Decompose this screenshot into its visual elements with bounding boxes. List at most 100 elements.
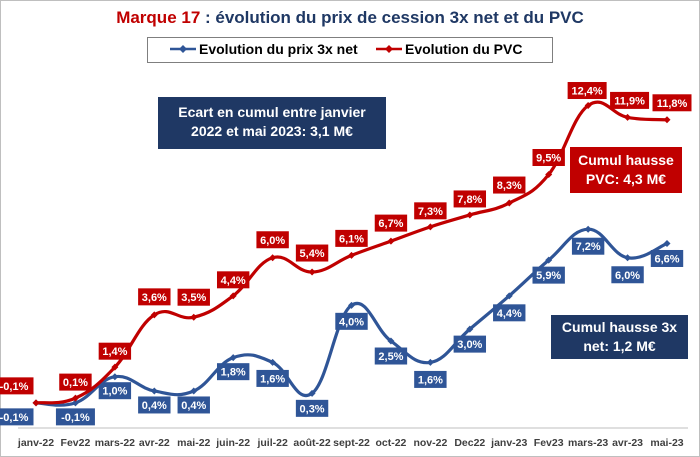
annotation-pvc-line1: Cumul hausse [578, 152, 674, 168]
data-label-box [414, 370, 447, 388]
data-label-box [335, 312, 368, 330]
legend-item-prix-net: Evolution du prix 3x net [170, 41, 358, 57]
x-tick-label: mai-22 [177, 437, 210, 449]
data-label-box [610, 91, 650, 109]
data-label-text: 1,8% [221, 367, 246, 379]
data-label-box [0, 377, 34, 395]
data-label-prix-net: -0,1% [0, 408, 34, 426]
data-point-prix-net [426, 358, 434, 366]
data-label-text: 6,0% [615, 270, 640, 282]
data-point-pvc [269, 254, 277, 262]
data-point-pvc [624, 113, 632, 121]
data-label-text: 1,4% [102, 346, 127, 358]
data-label-box [650, 249, 684, 267]
data-label-text: 4,4% [221, 275, 246, 287]
annotation-pvc: Cumul hausse PVC: 4,3 M€ [570, 147, 682, 193]
data-label-text: 6,6% [654, 253, 679, 265]
data-label-pvc: 3,5% [177, 288, 210, 306]
data-point-pvc [466, 211, 474, 219]
x-tick-label: juin-22 [215, 437, 250, 449]
data-label-box [453, 190, 487, 208]
data-label-prix-net: 1,0% [98, 382, 132, 400]
data-label-text: 3,6% [142, 292, 167, 304]
data-label-prix-net: 2,5% [374, 347, 408, 365]
data-label-prix-net: 6,0% [611, 266, 644, 284]
data-label-box [453, 335, 487, 353]
data-label-pvc: 6,7% [374, 214, 408, 232]
x-tick-label: janv-23 [490, 437, 527, 449]
data-label-prix-net: -0,1% [55, 408, 95, 426]
data-point-prix-net [150, 387, 158, 395]
data-label-text: -0,1% [0, 381, 29, 393]
x-tick-label: août-22 [293, 437, 331, 449]
title-brand: Marque 17 [116, 8, 201, 27]
data-label-text: 1,6% [260, 373, 285, 385]
annotation-net-line1: Cumul hausse 3x [561, 319, 678, 335]
legend-label-pvc: Evolution du PVC [405, 41, 523, 57]
data-label-text: 3,5% [181, 292, 206, 304]
data-label-pvc: 11,9% [610, 91, 650, 109]
data-label-prix-net: 1,6% [256, 369, 289, 387]
data-label-text: -0,1% [61, 412, 90, 424]
data-point-pvc [71, 394, 79, 402]
data-label-text: 0,4% [181, 400, 206, 412]
data-label-box [138, 396, 171, 414]
x-tick-label: janv-22 [17, 437, 54, 449]
data-point-prix-net [505, 292, 513, 300]
data-point-pvc [426, 223, 434, 231]
data-point-prix-net [348, 301, 355, 309]
x-tick-label: sept-22 [333, 437, 370, 449]
data-label-box [216, 271, 250, 289]
data-label-pvc: 6,1% [335, 229, 368, 247]
data-point-prix-net [663, 239, 671, 247]
data-label-box [374, 347, 408, 365]
annotation-net-line2: net: 1,2 M€ [583, 338, 656, 354]
data-point-prix-net [387, 337, 395, 345]
data-label-text: -0,1% [0, 412, 29, 424]
legend-item-pvc: Evolution du PVC [376, 41, 522, 57]
data-label-box [532, 266, 565, 284]
data-label-pvc: 5,4% [295, 244, 329, 262]
data-point-pvc [111, 363, 119, 371]
data-label-box [98, 382, 132, 400]
data-point-pvc [32, 399, 40, 407]
annotation-pvc-line2: PVC: 4,3 M€ [585, 171, 667, 187]
data-label-text: 7,2% [576, 241, 601, 253]
legend-swatch-red-icon [376, 45, 402, 53]
data-label-text: 7,3% [418, 206, 443, 218]
annotation-net: Cumul hausse 3x net: 1,2 M€ [551, 315, 688, 359]
x-tick-label: mars-22 [95, 437, 135, 449]
data-label-box [493, 304, 526, 322]
data-label-box [256, 369, 289, 387]
data-label-text: 11,9% [614, 95, 645, 107]
data-label-text: 4,0% [339, 316, 364, 328]
data-label-text: 7,8% [457, 194, 482, 206]
data-label-text: 6,1% [339, 233, 364, 245]
data-label-box [138, 288, 171, 306]
x-tick-label: oct-22 [375, 437, 406, 449]
data-label-pvc: 6,0% [256, 231, 289, 249]
data-point-prix-net [308, 389, 316, 397]
data-point-pvc [229, 292, 237, 300]
data-label-pvc: 9,5% [532, 149, 565, 166]
data-label-box [98, 342, 132, 360]
data-point-prix-net [466, 325, 474, 333]
data-label-box [414, 202, 447, 220]
data-label-prix-net: 3,0% [453, 335, 487, 353]
data-label-text: 8,3% [497, 180, 522, 192]
data-label-text: 6,7% [378, 218, 403, 230]
data-point-prix-net [269, 358, 277, 366]
data-point-pvc [190, 313, 198, 321]
series-line-prix-net [35, 227, 668, 407]
data-label-prix-net: 1,8% [216, 363, 250, 381]
annotation-ecart-line1: Ecart en cumul entre janvier [178, 104, 366, 120]
data-label-pvc: 0,1% [59, 373, 92, 391]
data-label-pvc: 7,3% [414, 202, 447, 220]
data-label-text: 12,4% [572, 86, 603, 98]
chart-legend: Evolution du prix 3x net Evolution du PV… [147, 37, 553, 63]
data-label-prix-net: 0,4% [138, 396, 171, 414]
data-label-box [216, 363, 250, 381]
data-label-prix-net: 0,3% [295, 399, 329, 417]
data-label-pvc: 8,3% [493, 176, 526, 194]
data-label-prix-net: 0,4% [177, 396, 210, 414]
